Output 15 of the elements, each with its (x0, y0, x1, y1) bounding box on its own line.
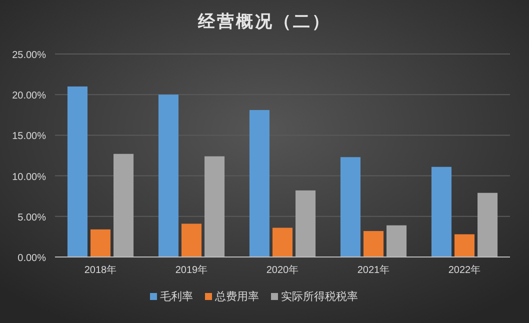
x-tick-label: 2018年 (84, 264, 117, 276)
legend-label: 实际所得税税率 (281, 290, 358, 303)
y-tick-label: 25.00% (12, 50, 46, 61)
x-tick-label: 2022年 (448, 264, 481, 276)
chart-title: 经营概况（二） (197, 12, 331, 31)
x-tick-label: 2021年 (357, 264, 390, 276)
x-tick-label: 2020年 (266, 264, 299, 276)
y-tick-label: 15.00% (12, 131, 46, 142)
y-tick-label: 0.00% (18, 253, 46, 264)
y-tick-label: 20.00% (12, 90, 46, 102)
legend-label: 毛利率 (160, 290, 193, 303)
y-tick-label: 10.00% (12, 172, 46, 183)
x-tick-label: 2019年 (175, 264, 208, 276)
y-tick-label: 5.00% (18, 212, 46, 224)
legend-label: 总费用率 (214, 290, 259, 303)
